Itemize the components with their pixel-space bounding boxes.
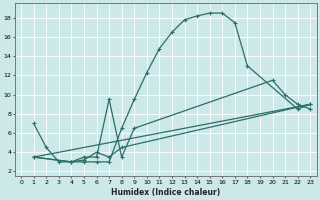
X-axis label: Humidex (Indice chaleur): Humidex (Indice chaleur): [111, 188, 220, 197]
